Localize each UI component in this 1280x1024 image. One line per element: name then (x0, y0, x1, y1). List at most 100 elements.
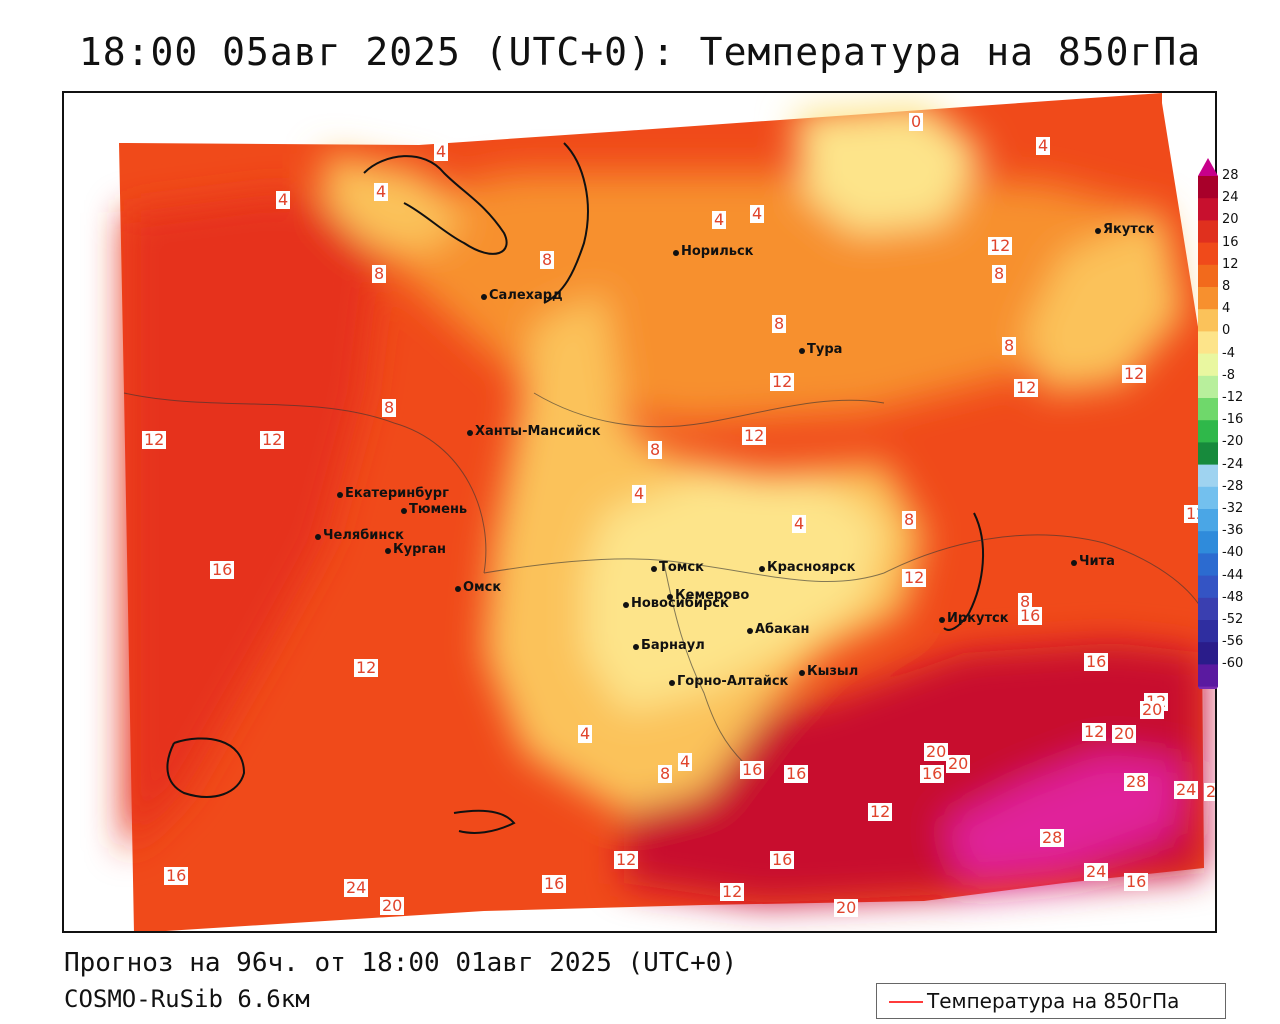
coastline (166, 142, 984, 834)
isoline-label: 20 (834, 898, 859, 917)
isoline-label: 12 (614, 850, 639, 869)
city-label: Челябинск (323, 528, 404, 543)
city-label: Кызыл (807, 664, 859, 679)
city-label: Чита (1079, 554, 1115, 569)
colorbar-tick-label: -20 (1222, 434, 1244, 450)
isoline-label: 4 (434, 142, 449, 161)
city-dot (669, 680, 675, 686)
colorbar-swatch (1198, 287, 1218, 310)
colorbar-swatch (1198, 420, 1218, 443)
isoline-label: 12 (988, 236, 1013, 255)
isoline-label: 0 (909, 112, 924, 131)
colorbar-tick-label: -60 (1222, 656, 1244, 672)
city-label: Иркутск (947, 611, 1009, 626)
isoline-label: 12 (770, 372, 795, 391)
colorbar-swatch (1198, 620, 1218, 643)
isoline-label: 4 (678, 752, 693, 771)
colorbar-swatch (1198, 264, 1218, 288)
colorbar-tick-label: -44 (1222, 567, 1244, 583)
colorbar-swatch (1198, 398, 1218, 421)
isoline-label: 8 (658, 764, 673, 783)
isoline-label: 16 (210, 560, 235, 579)
pale-core (584, 473, 884, 713)
city-label: Абакан (755, 622, 810, 637)
colorbar-swatch (1198, 375, 1218, 399)
isoline-label: 20 (924, 742, 949, 761)
isoline-label: 16 (1018, 606, 1043, 625)
colorbar-tick-label: -32 (1222, 501, 1244, 516)
city-label: Барнаул (641, 638, 705, 653)
map-title: 18:00 05авг 2025 (UTC+0): Температура на… (78, 30, 1202, 74)
colorbar-tick-label: -12 (1222, 390, 1244, 405)
isoline-label: 4 (276, 190, 291, 209)
isoline-label: 20 (380, 896, 405, 915)
city-label: Курган (393, 542, 446, 557)
city-dot (799, 670, 805, 676)
admin-borders (123, 392, 1205, 764)
colorbar-swatch (1198, 242, 1218, 266)
city-label: Тура (807, 342, 843, 357)
city-dot (401, 508, 407, 514)
isoline-label: 4 (750, 204, 765, 223)
pale-north (794, 103, 984, 233)
city-label: Норильск (681, 244, 754, 259)
warm-zone-west (124, 193, 384, 853)
isoline-label: 20 (1140, 700, 1165, 719)
isoline-label: 12 (720, 882, 745, 901)
isoline-label: 4 (578, 724, 593, 743)
colorbar-tick-label: -4 (1222, 345, 1235, 361)
city-label: Ханты-Мансийск (475, 424, 601, 439)
isoline-label: 16 (784, 764, 809, 783)
isoline-label: 8 (1002, 336, 1017, 355)
colorbar-tick-label: 0 (1222, 323, 1231, 339)
yellow-east (1024, 213, 1184, 393)
colorbar-swatch (1198, 597, 1218, 621)
colorbar-tick-label: 24 (1222, 190, 1239, 206)
isoline-label: 8 (1018, 592, 1033, 611)
isoline-label: 4 (792, 514, 807, 533)
isoline-label: 4 (1036, 136, 1051, 155)
colorbar-swatch (1198, 198, 1218, 221)
isoline-label: 16 (542, 874, 567, 893)
isoline-label: 12 (1082, 722, 1107, 741)
colorbar-swatch (1198, 464, 1218, 488)
colorbar-swatch (1198, 642, 1218, 665)
colorbar-top-arrow (1198, 158, 1218, 176)
city-dot (337, 492, 343, 498)
colorbar-swatch (1198, 664, 1218, 688)
isoline-label: 24 (344, 878, 369, 897)
colorbar-swatch (1198, 442, 1218, 466)
colorbar-swatch (1198, 309, 1218, 332)
isoline-label: 24 (1174, 780, 1199, 799)
colorbar-swatch (1198, 353, 1218, 377)
city-label: Томск (659, 560, 704, 575)
isoline-label: 8 (372, 264, 387, 283)
city-dot (315, 534, 321, 540)
colorbar-bottom-arrow (1198, 686, 1218, 689)
isoline-label: 8 (772, 314, 787, 333)
colorbar-swatch (1198, 331, 1218, 355)
city-label: Горно-Алтайск (677, 674, 789, 689)
colorbar-tick-label: -24 (1222, 456, 1244, 472)
city-label: Новосибирск (631, 596, 729, 611)
isoline-label: 4 (374, 182, 389, 201)
isoline-label: 16 (164, 866, 189, 885)
isoline-label: 8 (648, 440, 663, 459)
city-dot (667, 594, 673, 600)
colorbar-tick-label: -28 (1222, 478, 1244, 494)
city-label: Кемерово (675, 588, 750, 603)
city-label: Омск (463, 580, 502, 595)
city-label: Екатеринбург (345, 486, 449, 501)
isoline-label: 12 (260, 430, 285, 449)
colorbar-swatch (1198, 575, 1218, 599)
colorbar-tick-label: -40 (1222, 545, 1244, 561)
city-dot (651, 566, 657, 572)
isoline-label: 12 (868, 802, 893, 821)
colorbar-tick-label: 20 (1222, 212, 1239, 228)
colorbar-swatch (1198, 531, 1218, 554)
isoline-label: 20 (946, 754, 971, 773)
isoline-label: 16 (770, 850, 795, 869)
colorbar-swatch (1198, 220, 1218, 244)
colorbar-tick-label: -56 (1222, 634, 1244, 650)
city-dot (799, 348, 805, 354)
